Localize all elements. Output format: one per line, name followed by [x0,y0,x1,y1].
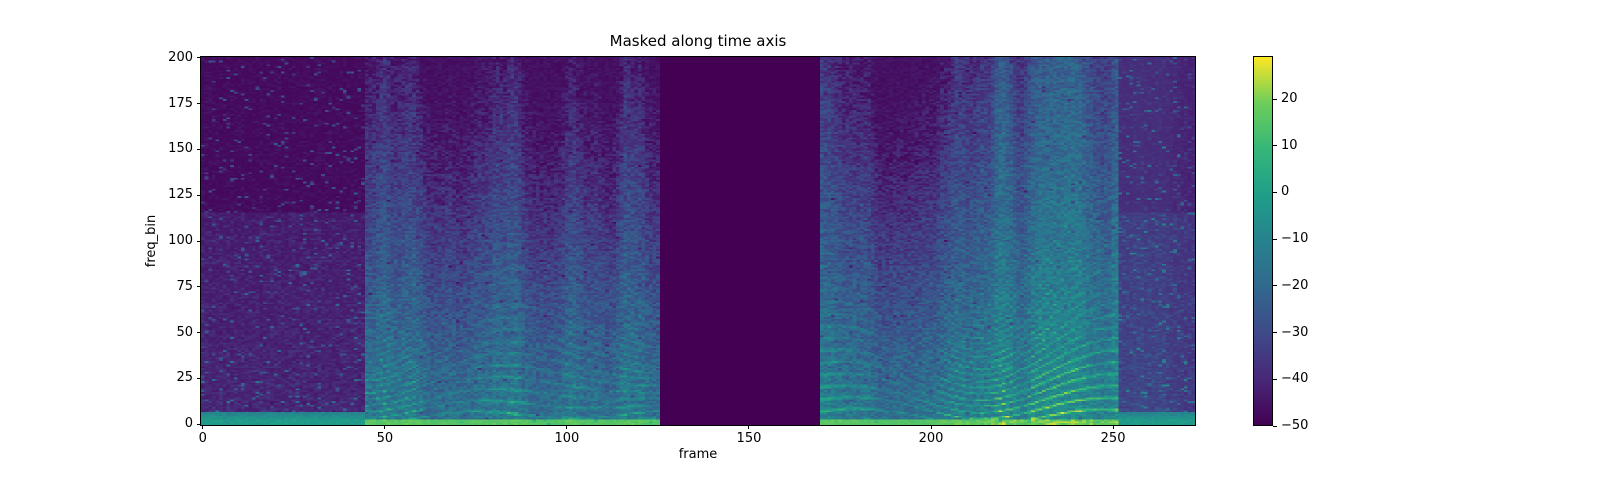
chart-title: Masked along time axis [609,32,787,50]
colorbar-tick-mark [1273,145,1277,147]
x-tick-mark [930,425,932,429]
y-axis-label: freq_bin [144,214,159,268]
x-tick-label: 200 [918,431,944,446]
colorbar-tick-mark [1273,425,1277,427]
colorbar-tick-label: 10 [1281,137,1298,153]
x-axis-label: frame [678,447,718,462]
y-tick-mark [197,57,201,59]
y-tick-mark [197,148,201,150]
x-tick-label: 0 [198,431,207,446]
plot-area [200,56,1196,426]
y-tick-mark [197,332,201,334]
colorbar-tick-label: −50 [1281,418,1309,433]
colorbar-tick-label: −20 [1281,277,1309,293]
x-tick-label: 150 [736,431,762,446]
y-tick-label: 0 [184,416,193,432]
y-tick-label: 150 [168,141,193,157]
x-tick-label: 250 [1100,431,1126,446]
y-tick-label: 75 [176,278,193,294]
y-tick-label: 100 [168,233,193,248]
colorbar-tick-mark [1273,191,1277,193]
x-tick-mark [748,425,750,429]
colorbar-tick-mark [1273,98,1277,100]
y-tick-mark [197,103,201,105]
y-tick-mark [197,240,201,242]
y-tick-label: 50 [176,324,193,340]
spectrogram-heatmap [201,57,1195,425]
colorbar-tick-label: 0 [1281,184,1290,200]
x-tick-mark [1112,425,1114,429]
x-tick-label: 50 [376,431,394,446]
y-tick-mark [197,377,201,379]
y-tick-mark [197,194,201,196]
x-tick-label: 100 [554,431,580,446]
y-tick-label: 175 [168,95,193,111]
colorbar-tick-mark [1273,285,1277,287]
x-tick-mark [566,425,568,429]
colorbar-tick-label: −10 [1281,231,1309,247]
colorbar-tick-label: 20 [1281,91,1298,107]
y-tick-label: 200 [168,49,193,65]
colorbar-tick-mark [1273,332,1277,334]
y-tick-label: 125 [168,187,193,203]
y-tick-label: 25 [176,370,193,386]
colorbar-tick-label: −40 [1281,371,1309,387]
x-tick-mark [202,425,204,429]
y-tick-mark [197,423,201,425]
colorbar [1253,56,1273,426]
x-tick-mark [384,425,386,429]
colorbar-tick-label: −30 [1281,324,1309,340]
y-tick-mark [197,286,201,288]
colorbar-tick-mark [1273,378,1277,380]
colorbar-tick-mark [1273,238,1277,240]
